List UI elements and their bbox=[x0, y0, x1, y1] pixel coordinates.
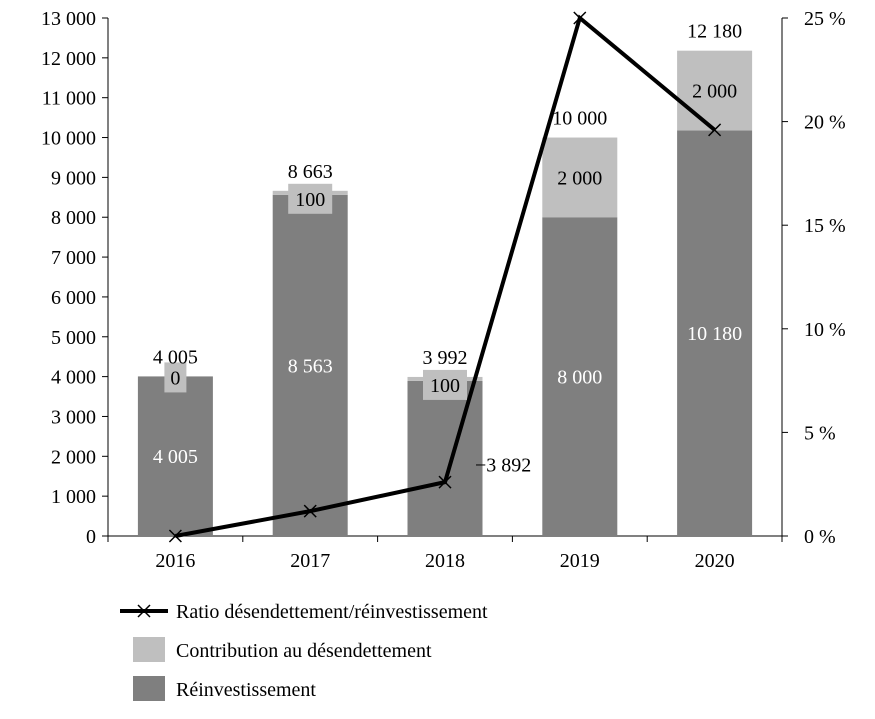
ratio-line bbox=[168, 11, 722, 543]
ratio-point-marker bbox=[168, 529, 182, 543]
bar-reinvestissement bbox=[272, 194, 348, 537]
label-contribution-box bbox=[423, 369, 467, 400]
legend-swatch-contribution bbox=[133, 637, 165, 662]
y-left-tick-label: 8 000 bbox=[51, 207, 96, 229]
label-total: 3 992 bbox=[423, 347, 468, 369]
label-contribution: 100 bbox=[430, 375, 460, 397]
label-contribution: 0 bbox=[170, 367, 180, 389]
y-right-tick-label: 20 % bbox=[804, 112, 846, 134]
y-left-tick-label: 4 000 bbox=[51, 367, 96, 389]
y-right-tick-label: 5 % bbox=[804, 422, 836, 444]
y-left-tick-label: 2 000 bbox=[51, 446, 96, 468]
y-left-tick-label: 12 000 bbox=[41, 48, 96, 70]
x-tick-label: 2020 bbox=[695, 550, 735, 572]
x-tick-label: 2016 bbox=[155, 550, 195, 572]
y-left-tick-label: 3 000 bbox=[51, 406, 96, 428]
label-reinvestissement: 8 563 bbox=[288, 355, 333, 377]
y-left-tick-label: 10 000 bbox=[41, 128, 96, 150]
ratio-point-marker bbox=[708, 123, 722, 137]
y-left-tick-label: 11 000 bbox=[42, 88, 96, 110]
legend-swatch-reinvestissement bbox=[133, 676, 165, 701]
y-left-tick-label: 0 bbox=[86, 526, 96, 548]
x-tick-label: 2018 bbox=[425, 550, 465, 572]
label-contribution: 2 000 bbox=[557, 167, 602, 189]
y-left-tick-label: 7 000 bbox=[51, 247, 96, 269]
legend: Ratio désendettement/réinvestissement Con… bbox=[120, 601, 488, 701]
y-left-tick-label: 13 000 bbox=[41, 8, 96, 30]
ratio-point-marker bbox=[573, 11, 587, 25]
y-right-tick-label: 15 % bbox=[804, 215, 846, 237]
label-contribution-box bbox=[164, 362, 187, 393]
label-reinvestissement: 8 000 bbox=[557, 367, 602, 389]
y-left-tick-label: 6 000 bbox=[51, 287, 96, 309]
label-contribution-box bbox=[288, 183, 333, 214]
bar-contribution bbox=[677, 50, 753, 131]
label-reinvestissement: −3 892 bbox=[475, 454, 531, 476]
ratio-point-marker bbox=[438, 475, 452, 489]
bars bbox=[137, 50, 753, 537]
label-contribution: 100 bbox=[295, 189, 325, 211]
x-tick-label: 2019 bbox=[560, 550, 600, 572]
y-left-tick-label: 9 000 bbox=[51, 167, 96, 189]
y-left-tick-label: 5 000 bbox=[51, 327, 96, 349]
legend-label-ratio: Ratio désendettement/réinvestissement bbox=[176, 601, 488, 623]
bar-reinvestissement bbox=[542, 217, 618, 536]
y-right-tick-label: 25 % bbox=[804, 8, 846, 30]
bar-contribution bbox=[542, 137, 618, 218]
axes: 0 1 000 2 000 3 000 4 000 5 000 6 000 7 000 8 00… bbox=[41, 8, 846, 572]
label-total: 4 005 bbox=[153, 346, 198, 368]
bar-reinvestissement bbox=[677, 130, 753, 536]
bar-reinvestissement bbox=[137, 376, 213, 536]
legend-label-contribution: Contribution au désendettement bbox=[176, 640, 432, 662]
legend-line-marker bbox=[137, 604, 151, 618]
ratio-point-marker bbox=[303, 504, 317, 518]
x-tick-label: 2017 bbox=[290, 550, 330, 572]
label-contribution: 2 000 bbox=[692, 81, 737, 103]
label-total: 10 000 bbox=[552, 108, 607, 130]
label-reinvestissement: 10 180 bbox=[687, 323, 742, 345]
bar-reinvestissement bbox=[407, 380, 483, 536]
label-reinvestissement: 4 005 bbox=[153, 446, 198, 468]
y-left-tick-label: 1 000 bbox=[51, 486, 96, 508]
label-total: 12 180 bbox=[687, 21, 742, 43]
y-right-tick-label: 0 % bbox=[804, 526, 836, 548]
y-right-tick-label: 10 % bbox=[804, 319, 846, 341]
label-total: 8 663 bbox=[288, 161, 333, 183]
legend-label-reinvestissement: Réinvestissement bbox=[176, 679, 316, 701]
